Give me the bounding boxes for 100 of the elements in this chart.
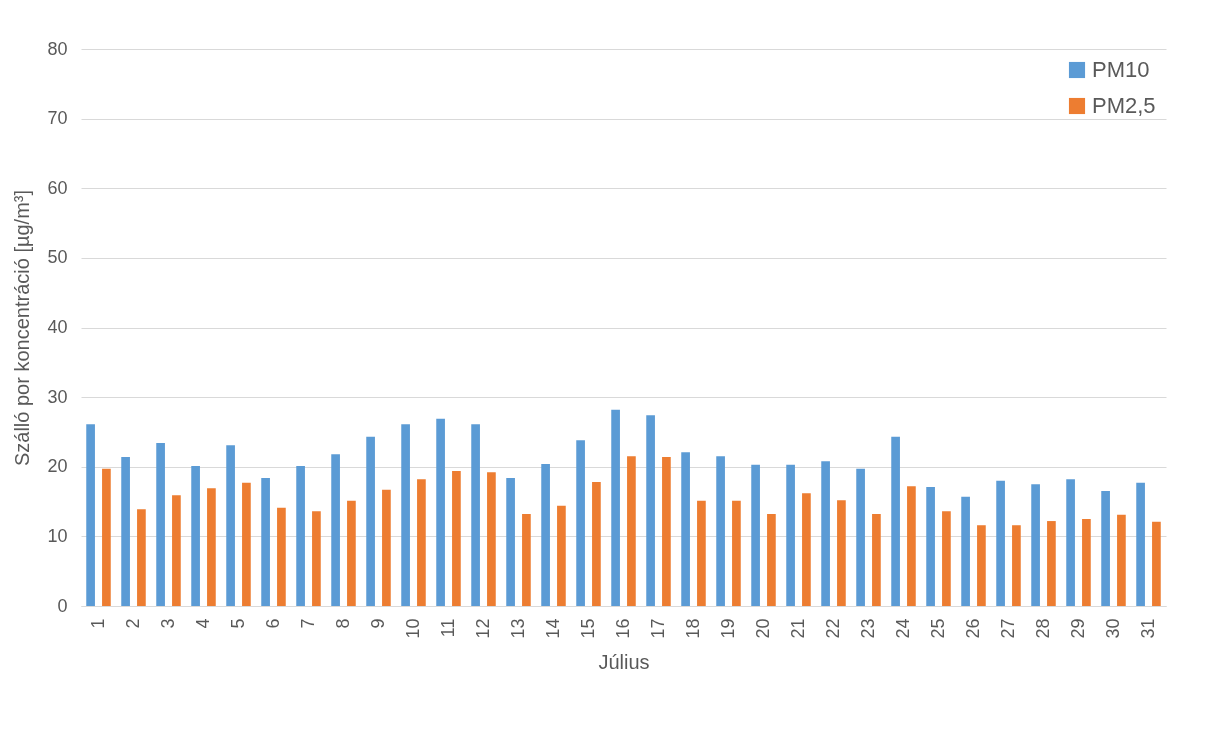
bar [261,477,270,606]
bar [1152,521,1161,606]
bar [471,424,480,606]
x-tick-label: 1 [87,618,108,629]
x-axis-title: Július [598,650,650,673]
x-tick-label: 18 [682,618,703,639]
bar [716,456,725,606]
y-tick-label: 70 [47,108,68,129]
x-tick-label: 6 [262,618,283,629]
bar [1136,482,1145,606]
x-tick-label: 4 [192,618,213,629]
x-tick-label: 29 [1067,618,1088,639]
bar [856,468,865,606]
bar [207,488,216,606]
x-tick-label: 19 [717,618,738,639]
bar [1047,521,1056,606]
x-tick-label: 13 [507,618,528,639]
x-tick-label: 9 [367,618,388,629]
bar [977,525,986,606]
y-tick-label: 50 [47,247,68,268]
bar [732,500,741,606]
bar [1012,525,1021,606]
x-tick-label: 5 [227,618,248,629]
x-tick-label: 2 [122,618,143,629]
bar [522,514,531,606]
bar [907,486,916,606]
x-tick-label: 17 [647,618,668,639]
bar [312,511,321,606]
x-tick-label: 3 [157,618,178,629]
y-axis-title: Szálló por koncentráció [µg/m³] [11,189,34,467]
x-tick-label: 16 [612,618,633,639]
bar [821,461,830,606]
bar [541,463,550,606]
bar [156,443,165,606]
bar [242,482,251,606]
bar [751,464,760,606]
bar [662,457,671,606]
x-tick-label: 11 [437,618,458,638]
x-tick-label: 14 [542,618,563,639]
bar [487,472,496,606]
x-tick-label: 8 [332,618,353,629]
y-tick-label: 60 [47,177,68,198]
bar [611,409,620,606]
bar [137,509,146,606]
bar [382,489,391,606]
bar [872,514,881,606]
bar [401,424,410,606]
x-tick-label: 12 [472,618,493,639]
bar [592,482,601,606]
bar [226,445,235,606]
bar [646,415,655,606]
y-tick-label: 20 [47,456,68,477]
x-tick-label: 7 [297,618,318,629]
bar [172,495,181,606]
x-tick-label: 27 [997,618,1018,639]
bar [331,454,340,606]
bar [926,486,935,606]
x-tick-label: 30 [1102,618,1123,639]
bar [681,452,690,606]
bar [942,511,951,606]
y-tick-label: 30 [47,386,68,407]
x-tick-label: 28 [1032,618,1053,639]
x-tick-label: 22 [822,618,843,639]
legend-label: PM10 [1092,57,1150,82]
x-tick-label: 21 [787,618,808,639]
bar [366,436,375,606]
bar [1082,518,1091,606]
bar [1031,484,1040,606]
bar [627,456,636,606]
bar [452,470,461,606]
x-tick-label: 20 [752,618,773,639]
y-tick-label: 80 [47,38,68,59]
bar [121,457,130,606]
x-tick-label: 10 [402,618,423,639]
y-tick-label: 10 [47,525,68,546]
bar [86,424,95,606]
bar [417,479,426,606]
x-tick-label: 31 [1137,618,1158,639]
bar [961,496,970,606]
bar [102,468,111,606]
bar [557,505,566,606]
x-tick-label: 24 [892,618,913,639]
bar [436,418,445,606]
x-tick-label: 25 [927,618,948,639]
bar [996,480,1005,606]
bar [347,500,356,606]
bar [891,436,900,606]
bar [837,500,846,606]
y-tick-label: 0 [57,595,68,616]
bar [767,514,776,606]
y-tick-label: 40 [47,317,68,337]
bar [296,466,305,606]
x-tick-label: 15 [577,618,598,639]
bar [802,493,811,606]
bar [1066,479,1075,606]
bar [786,464,795,606]
bar [576,440,585,606]
bar [697,500,706,606]
x-tick-label: 23 [857,618,878,639]
x-tick-label: 26 [962,618,983,639]
